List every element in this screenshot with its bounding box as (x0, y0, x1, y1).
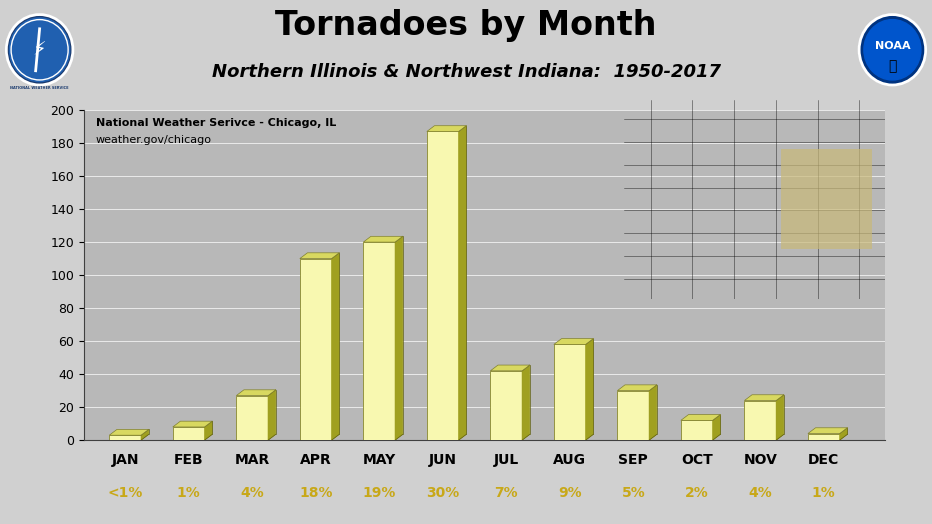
Polygon shape (490, 365, 529, 371)
Text: 9%: 9% (558, 486, 582, 499)
Text: National Weather Serivce - Chicago, IL: National Weather Serivce - Chicago, IL (96, 118, 336, 128)
Polygon shape (681, 414, 720, 420)
Polygon shape (332, 253, 339, 440)
Bar (554, 344, 585, 440)
Bar (490, 371, 522, 440)
Text: 30%: 30% (426, 486, 459, 499)
Circle shape (9, 18, 70, 82)
Text: 7%: 7% (494, 486, 518, 499)
Polygon shape (522, 365, 529, 440)
Polygon shape (237, 390, 276, 396)
Polygon shape (776, 395, 784, 440)
Text: ⚡: ⚡ (33, 40, 47, 59)
Bar (681, 420, 713, 440)
Text: 1%: 1% (177, 486, 200, 499)
Polygon shape (172, 421, 212, 427)
Bar (109, 435, 141, 440)
Polygon shape (840, 428, 847, 440)
Bar (172, 427, 204, 440)
Bar (808, 433, 840, 440)
Text: 2%: 2% (685, 486, 708, 499)
Polygon shape (745, 434, 784, 440)
Polygon shape (554, 339, 594, 344)
Bar (237, 396, 268, 440)
Polygon shape (172, 434, 212, 440)
Polygon shape (554, 434, 594, 440)
Text: <1%: <1% (107, 486, 143, 499)
Polygon shape (395, 236, 403, 440)
Text: 4%: 4% (240, 486, 264, 499)
Polygon shape (141, 430, 149, 440)
Text: NATIONAL WEATHER SERVICE: NATIONAL WEATHER SERVICE (10, 86, 69, 90)
Polygon shape (808, 434, 847, 440)
Text: 19%: 19% (363, 486, 396, 499)
Polygon shape (745, 395, 784, 400)
Circle shape (7, 15, 73, 85)
Polygon shape (237, 434, 276, 440)
Text: Tornadoes by Month: Tornadoes by Month (275, 9, 657, 42)
Text: 18%: 18% (299, 486, 333, 499)
Circle shape (864, 19, 921, 80)
Polygon shape (268, 390, 276, 440)
Text: Northern Illinois & Northwest Indiana:  1950-2017: Northern Illinois & Northwest Indiana: 1… (212, 62, 720, 81)
Polygon shape (713, 414, 720, 440)
Bar (300, 259, 332, 440)
Polygon shape (427, 434, 466, 440)
Polygon shape (617, 434, 657, 440)
Text: 🌊: 🌊 (888, 60, 897, 73)
Text: 5%: 5% (622, 486, 645, 499)
Text: weather.gov/chicago: weather.gov/chicago (96, 135, 212, 145)
Polygon shape (363, 434, 403, 440)
Polygon shape (204, 421, 212, 440)
Text: 4%: 4% (748, 486, 772, 499)
Polygon shape (649, 385, 657, 440)
Bar (363, 242, 395, 440)
Circle shape (859, 15, 925, 85)
Polygon shape (363, 236, 403, 242)
Polygon shape (808, 428, 847, 433)
Bar (745, 400, 776, 440)
Polygon shape (427, 126, 466, 132)
Bar (617, 391, 649, 440)
Bar (427, 132, 459, 440)
Polygon shape (109, 430, 149, 435)
Text: NOAA: NOAA (874, 40, 911, 51)
Bar (781, 149, 872, 249)
Polygon shape (300, 253, 339, 259)
Polygon shape (459, 126, 466, 440)
Polygon shape (585, 339, 594, 440)
Polygon shape (490, 434, 529, 440)
Polygon shape (617, 385, 657, 391)
Polygon shape (300, 434, 339, 440)
Text: 1%: 1% (812, 486, 836, 499)
Polygon shape (681, 434, 720, 440)
Polygon shape (109, 434, 149, 440)
